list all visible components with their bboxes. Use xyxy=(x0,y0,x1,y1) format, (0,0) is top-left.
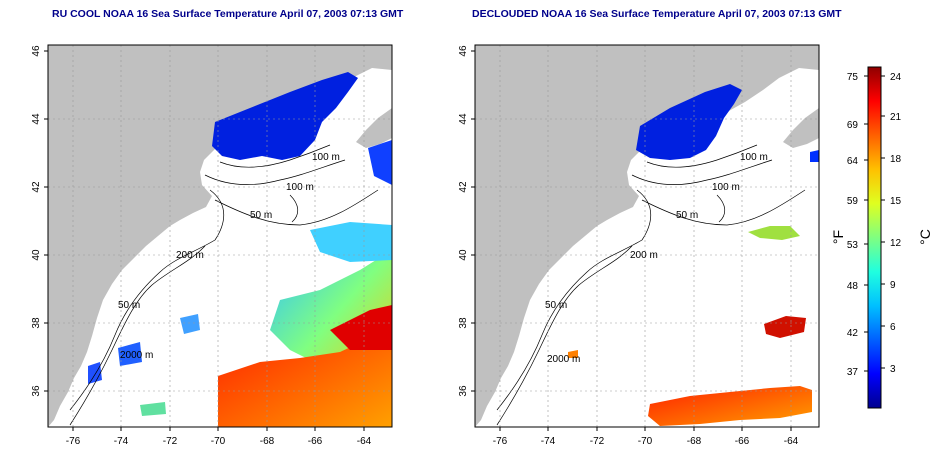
fahrenheit-unit-label: °F xyxy=(830,230,846,244)
colorbar-f-tick: 53 xyxy=(847,240,859,251)
right-bathymetry-contours xyxy=(496,144,806,426)
left-map: 100 m 100 m 50 m 200 m 50 m 2000 m xyxy=(48,45,392,427)
colorbar-c-tick: 9 xyxy=(890,280,896,291)
left-sst-scatter-3 xyxy=(140,402,166,416)
colorbar-c-tick: 15 xyxy=(890,196,902,207)
left-lat-tick: 46 xyxy=(31,45,42,57)
left-contour-label-5: 50 m xyxy=(118,300,140,311)
left-lat-tick: 36 xyxy=(31,385,42,397)
left-panel-title: RU COOL NOAA 16 Sea Surface Temperature … xyxy=(52,8,404,20)
right-contour-label-6: 2000 m xyxy=(547,354,580,365)
right-sst-greenish-patch xyxy=(748,226,800,240)
left-lat-tick: 42 xyxy=(31,181,42,193)
colorbar-c-tick: 3 xyxy=(890,364,896,375)
right-panel-title: DECLOUDED NOAA 16 Sea Surface Temperatur… xyxy=(472,8,842,20)
right-lat-tick: 42 xyxy=(458,181,469,193)
right-map: 100 m 100 m 50 m 200 m 50 m 2000 m xyxy=(475,45,819,427)
left-sst-warm xyxy=(218,330,392,427)
left-sst-scatter-1 xyxy=(180,314,200,334)
colorbar-f-tick: 37 xyxy=(847,367,859,378)
left-lat-tick: 38 xyxy=(31,317,42,329)
colorbar-f-tick: 64 xyxy=(847,156,859,167)
right-land xyxy=(475,45,819,427)
right-lon-tick: -64 xyxy=(784,436,799,447)
left-sst-north-mid xyxy=(310,222,392,262)
left-lon-tick: -66 xyxy=(308,436,323,447)
celsius-unit-label: °C xyxy=(917,229,933,245)
left-contour-label-1: 100 m xyxy=(312,152,340,163)
right-sst-small-warm xyxy=(568,350,578,358)
right-land-nova-scotia xyxy=(783,108,819,148)
left-lat-tick: 40 xyxy=(31,249,42,261)
left-sst-gulf-of-maine xyxy=(212,72,358,160)
left-sst-scatter-4 xyxy=(88,362,102,384)
left-contour-label-2: 100 m xyxy=(286,182,314,193)
right-sst-red-patch xyxy=(764,316,806,338)
left-lon-tick: -70 xyxy=(211,436,226,447)
colorbar-c-tick: 6 xyxy=(890,322,896,333)
right-sst-gulf-of-maine xyxy=(636,84,742,160)
right-lat-tick: 40 xyxy=(458,249,469,261)
colorbar-ticks xyxy=(864,75,885,372)
right-contour-label-4: 200 m xyxy=(630,250,658,261)
right-lon-tick: -76 xyxy=(493,436,508,447)
left-contour-label-3: 50 m xyxy=(250,210,272,221)
right-lat-tick: 38 xyxy=(458,317,469,329)
right-contour-label-5: 50 m xyxy=(545,300,567,311)
colorbar-c-tick: 24 xyxy=(890,72,902,83)
colorbar-f-tick: 59 xyxy=(847,196,859,207)
left-land-nova-scotia xyxy=(356,108,392,148)
right-lat-tick: 36 xyxy=(458,385,469,397)
right-lon-tick: -70 xyxy=(638,436,653,447)
left-land xyxy=(48,45,392,427)
right-contour-label-3: 50 m xyxy=(676,210,698,221)
left-lon-tick: -76 xyxy=(66,436,81,447)
colorbar-f-tick: 42 xyxy=(847,328,859,339)
colorbar xyxy=(867,66,882,409)
right-sst-scotian-edge xyxy=(810,150,819,162)
left-panel-frame xyxy=(47,44,393,428)
left-lat-tick: 44 xyxy=(31,113,42,125)
left-sst-red-core xyxy=(330,305,392,350)
colorbar-f-tick: 69 xyxy=(847,120,859,131)
left-contour-label-6: 2000 m xyxy=(120,350,153,361)
colorbar-c-tick: 12 xyxy=(890,238,902,249)
left-gridlines xyxy=(48,45,392,427)
right-contour-label-1: 100 m xyxy=(740,152,768,163)
colorbar-c-tick: 21 xyxy=(890,112,902,123)
left-lon-tick: -72 xyxy=(163,436,178,447)
right-contour-label-2: 100 m xyxy=(712,182,740,193)
left-lon-tick: -64 xyxy=(357,436,372,447)
left-bathymetry-contours xyxy=(69,144,379,426)
right-sst-warm-band xyxy=(648,386,812,426)
right-gridlines xyxy=(475,45,819,427)
right-lon-tick: -66 xyxy=(735,436,750,447)
right-panel-frame xyxy=(474,44,820,428)
left-contour-label-4: 200 m xyxy=(176,250,204,261)
colorbar-c-tick: 18 xyxy=(890,154,902,165)
right-tick-marks xyxy=(471,50,792,431)
right-lat-tick: 46 xyxy=(458,45,469,57)
colorbar-f-tick: 48 xyxy=(847,281,859,292)
right-lon-tick: -72 xyxy=(590,436,605,447)
left-lon-tick: -68 xyxy=(260,436,275,447)
left-lon-tick: -74 xyxy=(114,436,129,447)
right-lon-tick: -68 xyxy=(687,436,702,447)
left-sst-scatter-2 xyxy=(118,342,142,366)
left-sst-scotian xyxy=(368,140,392,185)
colorbar-f-tick: 75 xyxy=(847,72,859,83)
left-tick-marks xyxy=(44,50,365,431)
right-lat-tick: 44 xyxy=(458,113,469,125)
right-lon-tick: -74 xyxy=(541,436,556,447)
